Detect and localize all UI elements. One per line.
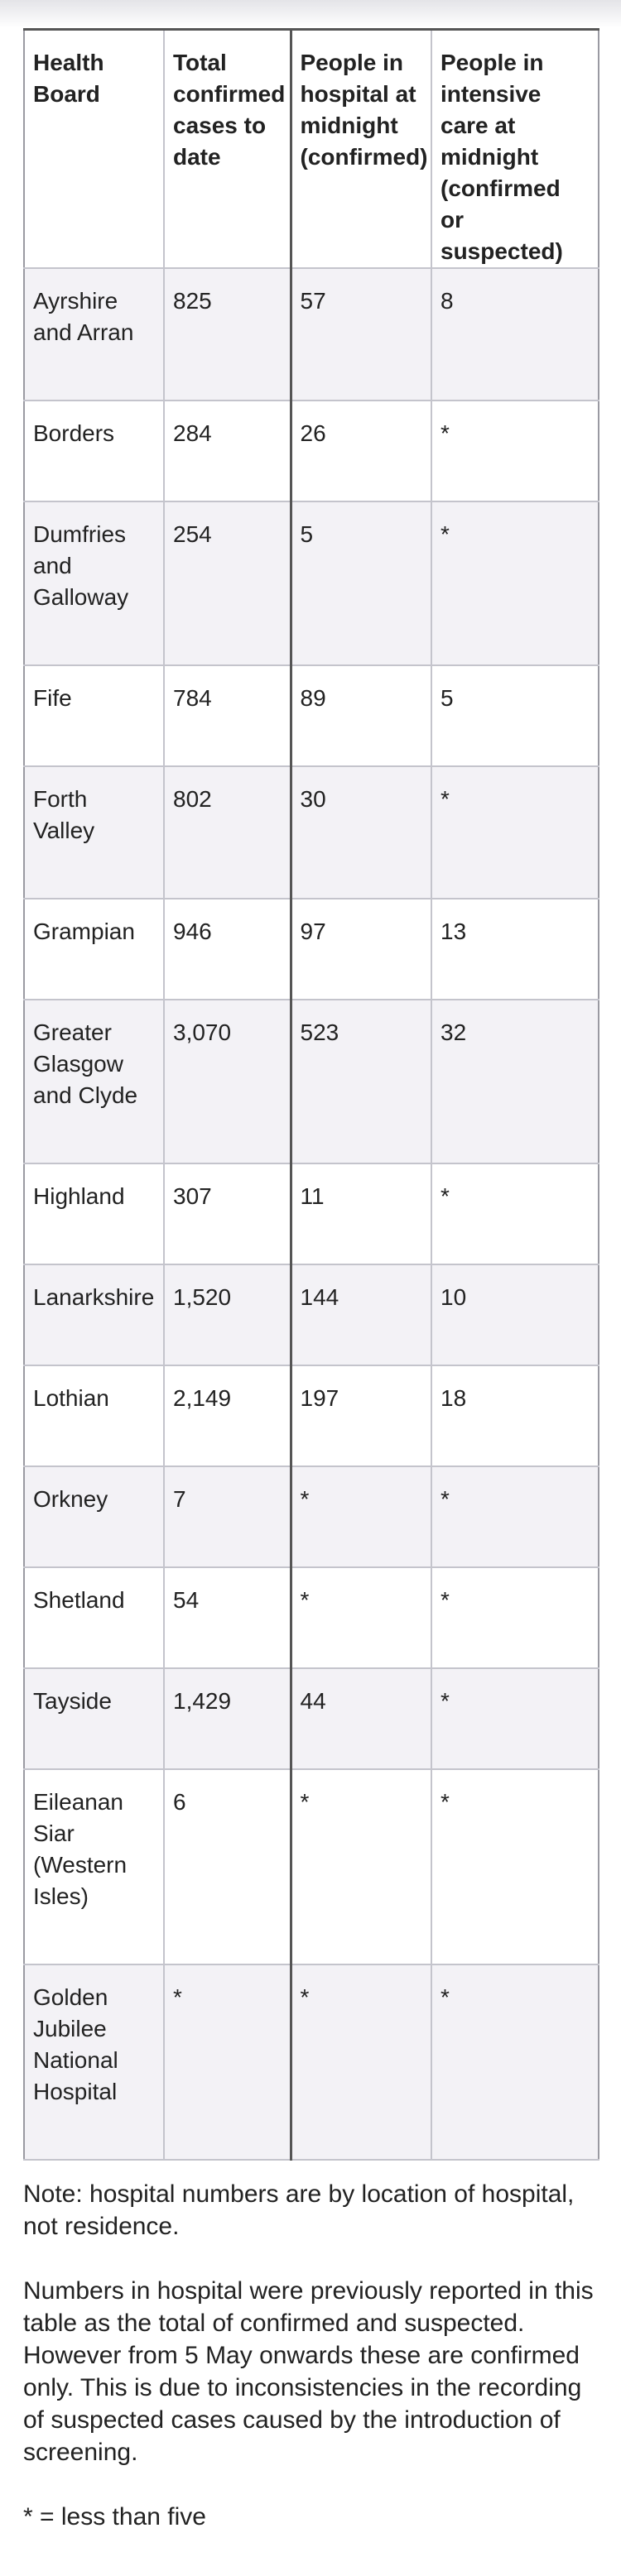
intensive-care-cell: 8 (431, 267, 599, 401)
intensive-care-cell: * (431, 1465, 599, 1568)
hospital-cell: * (289, 1768, 432, 1965)
intensive-care-cell: * (431, 1566, 599, 1669)
table-row: Highland 307 11 * (23, 1163, 599, 1265)
total-cases-cell: 3,070 (163, 999, 291, 1164)
intensive-care-cell: * (431, 1163, 599, 1265)
total-cases-cell: 254 (163, 501, 291, 666)
table-row: Borders 284 26 * (23, 400, 599, 502)
total-cases-cell: 54 (163, 1566, 291, 1669)
note-location: Note: hospital numbers are by location o… (23, 2180, 575, 2240)
note-reporting: Numbers in hospital were previously repo… (23, 2277, 594, 2466)
health-board-cell: Highland (23, 1163, 165, 1265)
intensive-care-cell: * (431, 1964, 599, 2161)
hospital-cell: * (289, 1566, 432, 1669)
health-board-cell: Shetland (23, 1566, 165, 1669)
hospital-cell: 97 (289, 898, 432, 1000)
total-cases-cell: 7 (163, 1465, 291, 1568)
total-cases-cell: 1,429 (163, 1667, 291, 1770)
health-board-cell: Fife (23, 664, 165, 767)
health-board-cell: Greater Glasgow and Clyde (23, 999, 165, 1164)
intensive-care-cell: 18 (431, 1365, 599, 1467)
table-row: Greater Glasgow and Clyde 3,070 523 32 (23, 999, 599, 1164)
hospital-cell: 5 (289, 501, 432, 666)
intensive-care-cell: * (431, 765, 599, 899)
intensive-care-cell: 5 (431, 664, 599, 767)
health-board-cell: Ayrshire and Arran (23, 267, 165, 401)
header-hospital: People in hospital at midnight (confirme… (289, 28, 432, 269)
table-row: Ayrshire and Arran 825 57 8 (23, 267, 599, 401)
intensive-care-cell: * (431, 1667, 599, 1770)
notes-section: Note: hospital numbers are by location o… (23, 2178, 598, 2565)
note-legend: * = less than five (23, 2503, 206, 2530)
hospital-cell: 11 (289, 1163, 432, 1265)
table-header-row: Health Board Total confirmed cases to da… (23, 28, 599, 269)
health-board-cell: Orkney (23, 1465, 165, 1568)
hospital-cell: 144 (289, 1264, 432, 1366)
health-board-cell: Lanarkshire (23, 1264, 165, 1366)
health-board-cell: Dumfries and Galloway (23, 501, 165, 666)
hospital-cell: 26 (289, 400, 432, 502)
table-body: Ayrshire and Arran 825 57 8 Borders 284 26 * Dum… (23, 267, 599, 2161)
table-row: Orkney 7 * * (23, 1465, 599, 1568)
table-row: Golden Jubilee National Hospital * * * (23, 1964, 599, 2161)
hospital-cell: 197 (289, 1365, 432, 1467)
table-row: Forth Valley 802 30 * (23, 765, 599, 899)
header-total-cases: Total confirmed cases to date (163, 28, 291, 269)
health-board-cell: Grampian (23, 898, 165, 1000)
table-row: Grampian 946 97 13 (23, 898, 599, 1000)
total-cases-cell: 2,149 (163, 1365, 291, 1467)
intensive-care-cell: 32 (431, 999, 599, 1164)
hospital-cell: 30 (289, 765, 432, 899)
health-board-cell: Lothian (23, 1365, 165, 1467)
health-board-cell: Golden Jubilee National Hospital (23, 1964, 165, 2161)
intensive-care-cell: * (431, 400, 599, 502)
health-board-cell: Eileanan Siar (Western Isles) (23, 1768, 165, 1965)
total-cases-cell: 946 (163, 898, 291, 1000)
header-health-board: Health Board (23, 28, 165, 269)
total-cases-cell: 1,520 (163, 1264, 291, 1366)
health-board-cell: Borders (23, 400, 165, 502)
hospital-cell: * (289, 1964, 432, 2161)
table-row: Dumfries and Galloway 254 5 * (23, 501, 599, 666)
total-cases-cell: 802 (163, 765, 291, 899)
intensive-care-cell: * (431, 501, 599, 666)
intensive-care-cell: 10 (431, 1264, 599, 1366)
total-cases-cell: 825 (163, 267, 291, 401)
total-cases-cell: 784 (163, 664, 291, 767)
health-board-table: Health Board Total confirmed cases to da… (23, 28, 599, 2161)
hospital-cell: 57 (289, 267, 432, 401)
table-row: Lanarkshire 1,520 144 10 (23, 1264, 599, 1366)
table-row: Eileanan Siar (Western Isles) 6 * * (23, 1768, 599, 1965)
top-shadow (0, 0, 621, 28)
intensive-care-cell: * (431, 1768, 599, 1965)
table-row: Shetland 54 * * (23, 1566, 599, 1669)
hospital-cell: 523 (289, 999, 432, 1164)
hospital-cell: 89 (289, 664, 432, 767)
table-row: Tayside 1,429 44 * (23, 1667, 599, 1770)
total-cases-cell: 307 (163, 1163, 291, 1265)
table-row: Lothian 2,149 197 18 (23, 1365, 599, 1467)
health-board-cell: Forth Valley (23, 765, 165, 899)
intensive-care-cell: 13 (431, 898, 599, 1000)
health-board-cell: Tayside (23, 1667, 165, 1770)
table-row: Fife 784 89 5 (23, 664, 599, 767)
total-cases-cell: 284 (163, 400, 291, 502)
hospital-cell: 44 (289, 1667, 432, 1770)
header-intensive-care: People in intensive care at midnight (co… (431, 28, 599, 269)
total-cases-cell: 6 (163, 1768, 291, 1965)
hospital-cell: * (289, 1465, 432, 1568)
total-cases-cell: * (163, 1964, 291, 2161)
